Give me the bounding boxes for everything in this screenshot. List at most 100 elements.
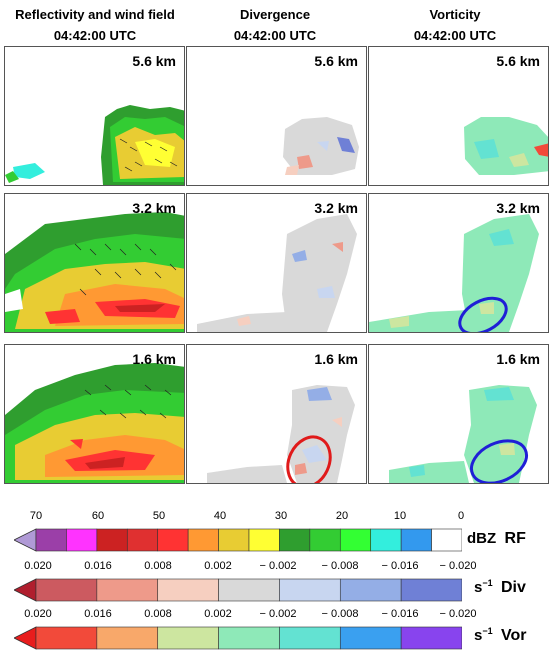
colorbar-tick: 40 <box>213 510 227 522</box>
colorbar-segment <box>339 578 402 602</box>
colorbar-tick-labels: 0.020 0.016 0.008 0.002 − 0.002 − 0.008 … <box>0 608 550 624</box>
reflectivity-field-1-6km <box>5 363 184 483</box>
colorbar-tick: − 0.016 <box>381 560 419 572</box>
column-title: Divergence <box>239 7 311 22</box>
colorbar-vor-strip <box>14 626 462 650</box>
divergence-field-5-6km <box>283 117 359 175</box>
colorbar-segment <box>309 528 341 552</box>
colorbar-name: Div <box>500 579 526 596</box>
height-label: 3.2 km <box>132 200 176 216</box>
colorbar-tick: − 0.016 <box>381 608 419 620</box>
panel-reflectivity-5-6km: 5.6 km <box>4 46 185 186</box>
panel-divergence-1-6km: 1.6 km <box>186 344 367 484</box>
colorbar-tick: 0 <box>457 510 465 522</box>
colorbar-rf-strip <box>14 528 462 552</box>
colorbar-tick: 0.020 <box>24 560 52 572</box>
colorbar-tick: 0.008 <box>144 608 172 620</box>
column-time: 04:42:00 UTC <box>413 28 497 43</box>
colorbar-segment <box>187 528 219 552</box>
panel-vorticity-1-6km: 1.6 km <box>368 344 549 484</box>
colorbar-tick: − 0.020 <box>439 560 477 572</box>
annotation-ellipse <box>458 296 508 332</box>
colorbar-tick: 0.008 <box>144 560 172 572</box>
colorbar-tick: 0.016 <box>84 608 112 620</box>
height-label: 5.6 km <box>132 53 176 69</box>
colorbar-divergence: 0.020 0.016 0.008 0.002 − 0.002 − 0.008 … <box>0 560 550 608</box>
panel-reflectivity-1-6km: 1.6 km <box>4 344 185 484</box>
colorbar-tick-labels: 0.020 0.016 0.008 0.002 − 0.002 − 0.008 … <box>0 560 550 576</box>
colorbar-tick: − 0.002 <box>259 608 297 620</box>
colorbar-unit: s−1 Vor <box>474 626 526 645</box>
colorbar-segment <box>400 626 462 650</box>
colorbar-segment <box>279 626 341 650</box>
height-label: 5.6 km <box>314 53 358 69</box>
colorbar-segment <box>96 578 159 602</box>
colorbar-tick: − 0.008 <box>321 608 359 620</box>
colorbar-tick: − 0.002 <box>259 560 297 572</box>
colorbar-segment <box>126 528 159 552</box>
colorbar-segment <box>157 528 189 552</box>
colorbar-segment <box>279 578 341 602</box>
colorbar-segment <box>400 528 432 552</box>
vorticity-field-1-6km <box>389 385 537 483</box>
divergence-field-1-6km <box>207 385 355 483</box>
panel-divergence-5-6km: 5.6 km <box>186 46 367 186</box>
column-time: 04:42:00 UTC <box>53 28 137 43</box>
colorbar-name: Vor <box>500 627 527 644</box>
colorbar-tick: 10 <box>393 510 407 522</box>
colorbar-tick: 0.002 <box>204 608 232 620</box>
panel-reflectivity-3-2km: 3.2 km <box>4 193 185 333</box>
colorbar-tick: 60 <box>91 510 105 522</box>
colorbar-tick: 0.016 <box>84 560 112 572</box>
colorbar-tick: 30 <box>274 510 288 522</box>
colorbar-segment <box>431 528 462 552</box>
colorbar-segment <box>35 578 98 602</box>
annotation-ellipse <box>470 439 528 483</box>
panel-vorticity-3-2km: 3.2 km <box>368 193 549 333</box>
colorbar-tick: 20 <box>335 510 349 522</box>
colorbar-segment <box>339 528 372 552</box>
vorticity-field-5-6km <box>464 117 548 175</box>
column-title: Vorticity <box>429 7 481 22</box>
unit-exponent: −1 <box>482 626 493 636</box>
colorbar-segment <box>400 578 462 602</box>
column-header-vorticity: Vorticity 04:42:00 UTC <box>365 4 545 46</box>
colorbar-segment <box>35 528 67 552</box>
reflectivity-field-3-2km <box>5 212 184 332</box>
colorbar-extend-arrow <box>14 578 37 602</box>
colorbar-reflectivity: 70 60 50 40 30 20 10 0 dBZ RF <box>0 510 550 558</box>
colorbar-tick: 70 <box>29 510 43 522</box>
colorbar-segment <box>218 578 280 602</box>
height-label: 1.6 km <box>314 351 358 367</box>
unit-text: s <box>474 579 483 596</box>
annotation-ellipse <box>286 435 332 483</box>
colorbar-segment <box>96 528 128 552</box>
colorbar-unit: dBZ RF <box>467 530 526 548</box>
unit-exponent: −1 <box>482 578 493 588</box>
colorbar-tick: 0.020 <box>24 608 52 620</box>
column-header-reflectivity: Reflectivity and wind field 04:42:00 UTC <box>5 4 185 46</box>
colorbar-div-strip <box>14 578 462 602</box>
height-label: 5.6 km <box>496 53 540 69</box>
colorbar-segment <box>35 626 98 650</box>
colorbar-tick: 50 <box>152 510 166 522</box>
column-header-divergence: Divergence 04:42:00 UTC <box>185 4 365 46</box>
unit-text: dBZ <box>467 530 497 547</box>
colorbar-tick-labels: 70 60 50 40 30 20 10 0 <box>0 510 550 526</box>
colorbar-segment <box>157 626 219 650</box>
colorbar-tick: − 0.008 <box>321 560 359 572</box>
height-label: 1.6 km <box>496 351 540 367</box>
colorbar-tick: − 0.020 <box>439 608 477 620</box>
panel-vorticity-5-6km: 5.6 km <box>368 46 549 186</box>
colorbar-extend-arrow <box>14 626 37 650</box>
colorbar-name: RF <box>504 530 526 547</box>
reflectivity-field-5-6km <box>5 105 184 185</box>
colorbar-segment <box>218 626 280 650</box>
vorticity-field-3-2km <box>369 214 539 332</box>
colorbar-unit: s−1 Div <box>474 578 526 597</box>
divergence-field-3-2km <box>197 214 357 332</box>
height-label: 1.6 km <box>132 351 176 367</box>
height-label: 3.2 km <box>314 200 358 216</box>
column-title: Reflectivity and wind field <box>15 7 175 22</box>
colorbar-segment <box>248 528 280 552</box>
